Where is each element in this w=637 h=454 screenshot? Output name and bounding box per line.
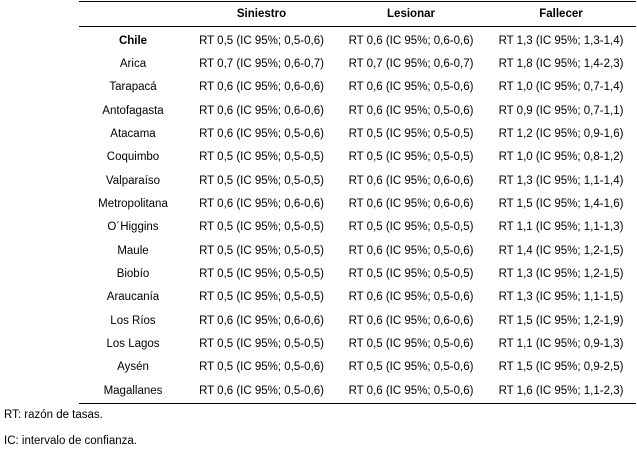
table-row: Tarapacá RT 0,6 (IC 95%; 0,6-0,6) RT 0,6 (… [79,76,636,99]
header-region [79,1,187,27]
cell-lesionar: RT 0,6 (IC 95%; 0,5-0,6) [348,291,474,304]
rate-ratio-table-container: Siniestro Lesionar Fallecer Chile RT 0,5 … [79,1,636,404]
cell-siniestro: RT 0,5 (IC 95%; 0,5-0,5) [199,338,324,351]
table-row: Metropolitana RT 0,6 (IC 95%; 0,6-0,6) RT … [79,192,636,215]
note-rt: RT: razón de tasas. [4,409,103,421]
cell-siniestro: RT 0,6 (IC 95%; 0,5-0,6) [199,128,324,141]
table-row: O´Higgins RT 0,5 (IC 95%; 0,5-0,5) RT 0,5 … [79,216,636,239]
cell-region: Los Ríos [110,314,156,327]
cell-siniestro: RT 0,5 (IC 95%; 0,5-0,5) [199,291,324,304]
cell-region: Araucanía [106,291,160,304]
cell-region: Biobío [116,268,150,281]
cell-region: Los Lagos [106,338,160,351]
cell-fallecer: RT 1,4 (IC 95%; 1,2-1,5) [498,244,624,257]
cell-siniestro: RT 0,6 (IC 95%; 0,6-0,6) [199,104,324,117]
table-row: Los Ríos RT 0,6 (IC 95%; 0,6-0,6) RT 0,6 (… [79,309,636,332]
table-row: Maule RT 0,5 (IC 95%; 0,5-0,5) RT 0,6 (IC … [79,239,636,262]
cell-fallecer: RT 1,6 (IC 95%; 1,1-2,3) [486,379,636,404]
cell-fallecer: RT 0,9 (IC 95%; 0,7-1,1) [498,104,624,117]
cell-fallecer: RT 1,5 (IC 95%; 0,9-2,5) [498,361,624,374]
table-row: Magallanes RT 0,6 (IC 95%; 0,5-0,6) RT 0,6… [79,379,636,404]
rate-ratio-table: Siniestro Lesionar Fallecer Chile RT 0,5 … [79,1,636,404]
cell-siniestro: RT 0,5 (IC 95%; 0,5-0,5) [199,174,324,187]
cell-fallecer: RT 1,8 (IC 95%; 1,4-2,3) [498,58,624,71]
cell-region: Antofagasta [102,104,164,117]
cell-fallecer: RT 1,0 (IC 95%; 0,8-1,2) [498,151,624,164]
cell-fallecer: RT 1,1 (IC 95%; 0,9-1,3) [498,338,624,351]
cell-fallecer: RT 1,5 (IC 95%; 1,4-1,6) [498,198,624,211]
cell-lesionar: RT 0,5 (IC 95%; 0,5-0,5) [348,268,474,281]
cell-region: Chile [118,34,148,47]
table-row: Atacama RT 0,6 (IC 95%; 0,5-0,6) RT 0,5 (I… [79,122,636,145]
cell-region: Magallanes [79,379,187,404]
cell-lesionar: RT 0,5 (IC 95%; 0,5-0,6) [348,361,474,374]
cell-lesionar: RT 0,6 (IC 95%; 0,6-0,6) [348,314,474,327]
table-row: Arica RT 0,7 (IC 95%; 0,6-0,7) RT 0,7 (IC … [79,52,636,75]
cell-region: Maule [117,244,149,257]
cell-region: Aysén [117,361,149,374]
cell-siniestro: RT 0,6 (IC 95%; 0,6-0,6) [199,198,324,211]
cell-fallecer: RT 1,3 (IC 95%; 1,2-1,5) [498,268,624,281]
cell-lesionar: RT 0,6 (IC 95%; 0,5-0,6) [348,81,474,94]
cell-siniestro: RT 0,5 (IC 95%; 0,5-0,5) [199,221,324,234]
cell-region: Tarapacá [109,81,157,94]
cell-fallecer: RT 1,5 (IC 95%; 1,2-1,9) [498,314,624,327]
cell-fallecer: RT 1,0 (IC 95%; 0,7-1,4) [498,81,624,94]
table-notes: RT: razón de tasas. IC: intervalo de con… [4,402,137,454]
table-row: Valparaíso RT 0,5 (IC 95%; 0,5-0,5) RT 0,6… [79,169,636,192]
table-header-row: Siniestro Lesionar Fallecer [79,1,636,27]
cell-region: Arica [119,58,147,71]
cell-siniestro: RT 0,5 (IC 95%; 0,5-0,5) [199,268,324,281]
cell-siniestro: RT 0,5 (IC 95%; 0,5-0,5) [199,244,324,257]
table-row: Biobío RT 0,5 (IC 95%; 0,5-0,5) RT 0,5 (IC… [79,262,636,285]
cell-lesionar: RT 0,5 (IC 95%; 0,5-0,5) [348,151,474,164]
table-row: Chile RT 0,5 (IC 95%; 0,5-0,6) RT 0,6 (IC … [79,27,636,53]
table-body: Chile RT 0,5 (IC 95%; 0,5-0,6) RT 0,6 (IC … [79,27,636,404]
header-fallecer: Fallecer [486,1,636,27]
cell-siniestro: RT 0,5 (IC 95%; 0,5-0,5) [199,151,324,164]
table-row: Los Lagos RT 0,5 (IC 95%; 0,5-0,5) RT 0,5 … [79,332,636,355]
cell-lesionar: RT 0,7 (IC 95%; 0,6-0,7) [348,58,474,71]
cell-siniestro: RT 0,7 (IC 95%; 0,6-0,7) [199,58,324,71]
cell-region: O´Higgins [107,221,159,234]
cell-fallecer: RT 1,3 (IC 95%; 1,1-1,5) [498,291,624,304]
cell-fallecer: RT 1,2 (IC 95%; 0,9-1,6) [498,128,624,141]
header-lesionar: Lesionar [336,1,486,27]
cell-lesionar: RT 0,6 (IC 95%; 0,6-0,6) [348,34,474,47]
cell-fallecer: RT 1,1 (IC 95%; 1,1-1,3) [498,221,624,234]
table-row: Aysén RT 0,5 (IC 95%; 0,5-0,6) RT 0,5 (IC … [79,356,636,379]
cell-lesionar: RT 0,5 (IC 95%; 0,5-0,5) [348,221,474,234]
cell-lesionar: RT 0,5 (IC 95%; 0,5-0,5) [348,128,474,141]
cell-siniestro: RT 0,5 (IC 95%; 0,5-0,6) [199,361,324,374]
cell-siniestro: RT 0,6 (IC 95%; 0,6-0,6) [199,314,324,327]
table-row: Antofagasta RT 0,6 (IC 95%; 0,6-0,6) RT 0,… [79,99,636,122]
table-row: Coquimbo RT 0,5 (IC 95%; 0,5-0,5) RT 0,5 (… [79,146,636,169]
cell-lesionar: RT 0,6 (IC 95%; 0,6-0,6) [348,198,474,211]
cell-fallecer: RT 1,3 (IC 95%; 1,3-1,4) [498,34,624,47]
table-row: Araucanía RT 0,5 (IC 95%; 0,5-0,5) RT 0,6 … [79,286,636,309]
note-ic: IC: intervalo de confianza. [4,435,137,447]
cell-region: Coquimbo [106,151,160,164]
cell-lesionar: RT 0,5 (IC 95%; 0,5-0,6) [348,338,474,351]
cell-lesionar: RT 0,6 (IC 95%; 0,5-0,6) [348,244,474,257]
cell-siniestro: RT 0,6 (IC 95%; 0,5-0,6) [187,379,336,404]
cell-region: Valparaíso [105,174,161,187]
cell-lesionar: RT 0,6 (IC 95%; 0,6-0,6) [348,174,474,187]
cell-siniestro: RT 0,6 (IC 95%; 0,6-0,6) [199,81,324,94]
header-siniestro: Siniestro [187,1,336,27]
cell-lesionar: RT 0,6 (IC 95%; 0,5-0,6) [336,379,486,404]
cell-region: Metropolitana [98,198,168,211]
cell-lesionar: RT 0,6 (IC 95%; 0,5-0,6) [348,104,474,117]
cell-siniestro: RT 0,5 (IC 95%; 0,5-0,6) [199,34,324,47]
cell-region: Atacama [110,128,156,141]
cell-fallecer: RT 1,3 (IC 95%; 1,1-1,4) [498,174,624,187]
